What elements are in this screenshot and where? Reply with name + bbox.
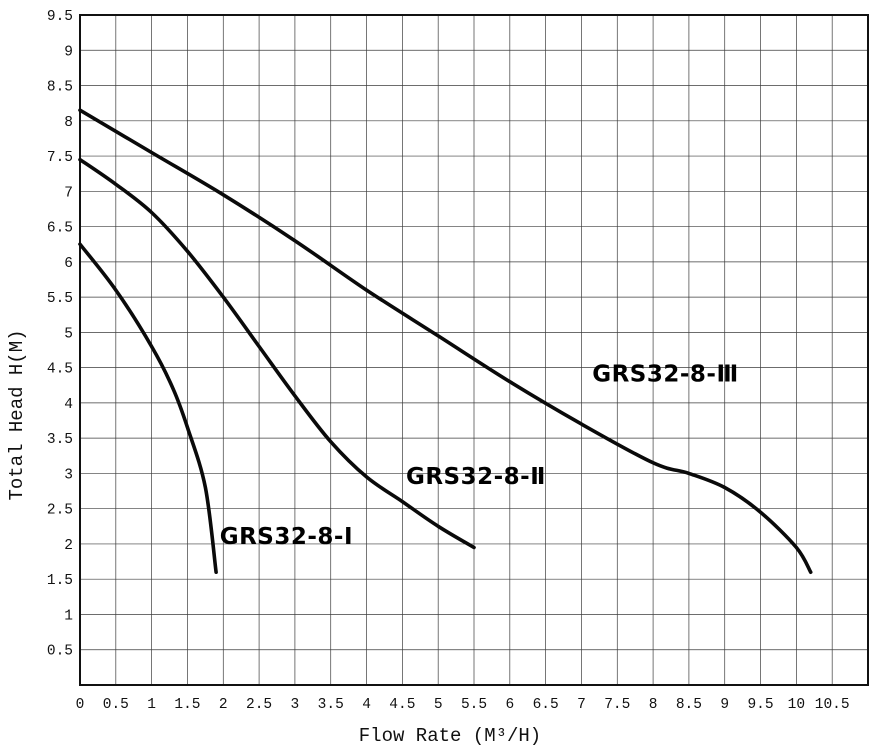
x-tick-label: 10 [788,697,805,713]
y-tick-label: 0.5 [47,644,73,660]
x-tick-label: 10.5 [815,697,850,713]
x-tick-label: 0.5 [103,697,129,713]
x-tick-label: 6 [505,697,514,713]
x-tick-label: 3.5 [318,697,344,713]
y-tick-label: 1 [64,608,73,624]
pump-curve-GRS32-8-Ⅱ [78,157,476,550]
y-tick-label: 6 [64,256,73,272]
y-tick-label: 5 [64,326,73,342]
x-tick-label: 2.5 [246,697,272,713]
x-tick-label: 3 [291,697,300,713]
x-tick-label: 1.5 [174,697,200,713]
x-axis-title: Flow Rate (M³/H) [359,725,541,747]
x-tick-label: 7 [577,697,586,713]
x-tick-label: 7.5 [604,697,630,713]
pump-curve-GRS32-8-Ⅰ [78,242,218,574]
y-tick-label: 4.5 [47,362,73,378]
x-tick-label: 5 [434,697,443,713]
y-tick-label: 5.5 [47,291,73,307]
y-tick-label: 2.5 [47,503,73,519]
x-tick-label: 4 [362,697,371,713]
x-tick-label: 9.5 [747,697,773,713]
x-tick-label: 6.5 [533,697,559,713]
y-tick-label: 7.5 [47,150,73,166]
curve-label-GRS32-8-Ⅲ: GRS32-8-Ⅲ [592,362,739,388]
curve-label-GRS32-8-Ⅱ: GRS32-8-Ⅱ [406,464,546,490]
grid [79,14,869,686]
plot-frame [79,14,869,686]
x-tick-label: 8.5 [676,697,702,713]
y-tick-label: 3.5 [47,432,73,448]
y-tick-label: 8 [64,115,73,131]
x-tick-label: 9 [720,697,729,713]
y-tick-label: 9 [64,44,73,60]
y-axis-title: Total Head H(M) [6,329,28,500]
y-tick-label: 4 [64,397,73,413]
axis-tick-labels: 0 0.5 1 1.5 2 2.5 3 3.5 4 4.5 5 5.5 6 6.5 7 7.5 8 8.5 9 9.5… [47,9,850,713]
y-tick-label: 6.5 [47,221,73,237]
y-tick-label: 2 [64,538,73,554]
x-tick-label: 4.5 [389,697,415,713]
curve-label-GRS32-8-Ⅰ: GRS32-8-Ⅰ [220,524,353,550]
y-tick-label: 3 [64,467,73,483]
pump-curves [78,108,813,574]
x-tick-label: 1 [147,697,156,713]
y-tick-label: 8.5 [47,80,73,96]
y-tick-label: 9.5 [47,9,73,25]
y-tick-label: 1.5 [47,573,73,589]
x-tick-label: 0 [76,697,85,713]
x-tick-label: 2 [219,697,228,713]
y-tick-label: 7 [64,185,73,201]
x-tick-label: 5.5 [461,697,487,713]
pump-curve-GRS32-8-Ⅲ [78,108,813,574]
curve-labels: GRS32-8-Ⅰ GRS32-8-Ⅱ GRS32-8-Ⅲ [220,362,739,550]
x-tick-label: 8 [649,697,658,713]
